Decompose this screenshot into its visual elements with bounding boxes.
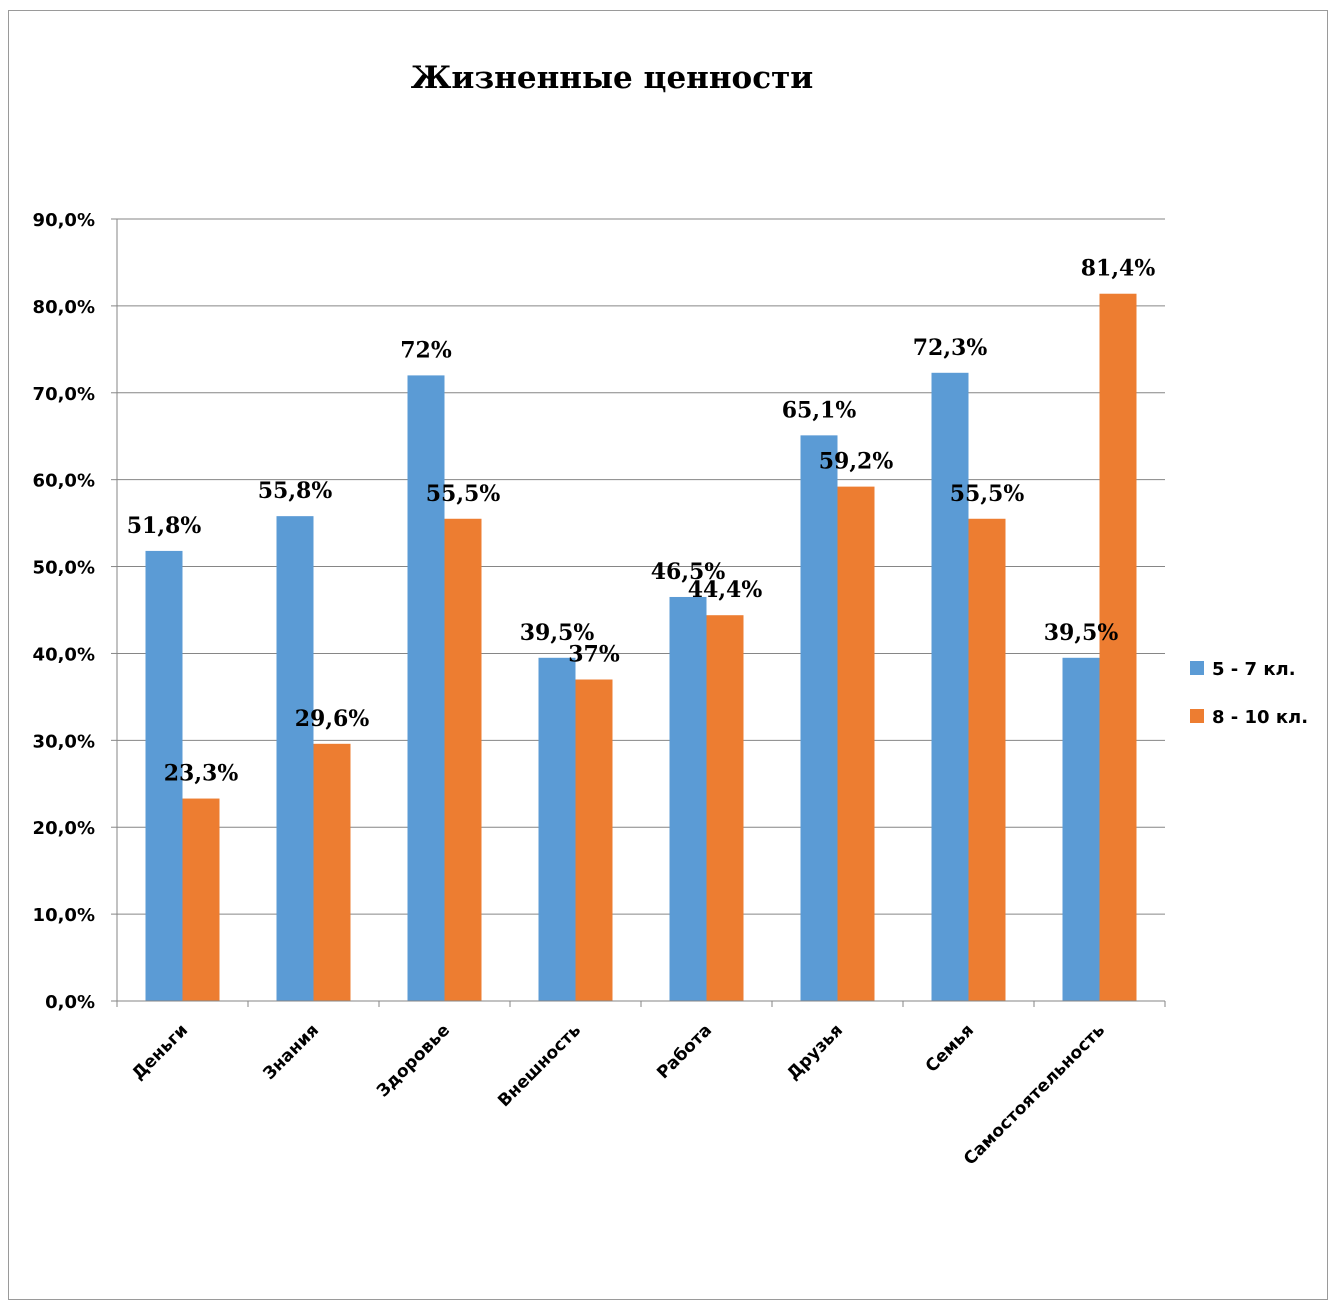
x-axis-categories: Деньги Знания Здоровье Внешность Работа Друзь…	[128, 1020, 1109, 1169]
bar	[407, 375, 445, 1001]
data-label: 51,8%	[127, 513, 202, 539]
data-labels: 51,8%23,3%55,8%29,6%72%55,5%39,5%37%46,5…	[127, 256, 1156, 787]
data-label: 65,1%	[782, 397, 857, 423]
y-axis-ticks: 0,0% 10,0% 20,0% 30,0% 40,0% 50,0% 60,0% 70,0% 8…	[33, 210, 117, 1013]
y-tick-label: 80,0%	[33, 297, 95, 318]
y-tick-label: 60,0%	[33, 471, 95, 492]
data-label: 72%	[400, 337, 452, 363]
bar	[313, 743, 351, 1001]
data-label: 46,5%	[651, 559, 726, 585]
data-label: 55,5%	[950, 481, 1025, 507]
x-category-label: Друзья	[783, 1020, 847, 1084]
data-label: 55,5%	[426, 481, 501, 507]
legend-label: 5 - 7 кл.	[1212, 659, 1296, 680]
y-tick-label: 70,0%	[33, 384, 95, 405]
data-label: 81,4%	[1081, 256, 1156, 282]
bar	[1099, 293, 1137, 1001]
chart-title: Жизненные ценности	[411, 60, 814, 96]
data-label: 39,5%	[1044, 620, 1119, 646]
y-tick-label: 40,0%	[33, 644, 95, 665]
gridlines	[117, 218, 1165, 915]
y-tick-label: 90,0%	[33, 210, 95, 231]
x-category-label: Работа	[653, 1020, 716, 1083]
bar	[931, 372, 969, 1001]
x-category-label: Самостоятельность	[960, 1020, 1109, 1169]
bar	[800, 435, 838, 1001]
data-label: 39,5%	[520, 620, 595, 646]
x-category-label: Деньги	[128, 1020, 192, 1084]
bar	[182, 798, 220, 1001]
bar	[968, 518, 1006, 1001]
y-tick-label: 30,0%	[33, 731, 95, 752]
data-label: 59,2%	[819, 449, 894, 475]
bar	[837, 486, 875, 1001]
legend-label: 8 - 10 кл.	[1212, 707, 1308, 728]
data-label: 72,3%	[913, 335, 988, 361]
x-category-label: Внешность	[494, 1020, 585, 1111]
bar	[706, 615, 744, 1001]
legend: 5 - 7 кл. 8 - 10 кл.	[1190, 659, 1308, 728]
y-tick-label: 10,0%	[33, 905, 95, 926]
data-label: 23,3%	[164, 761, 239, 787]
x-category-label: Знания	[259, 1020, 323, 1084]
data-label: 44,4%	[688, 577, 763, 603]
bars	[145, 293, 1137, 1001]
y-tick-label: 0,0%	[45, 992, 95, 1013]
data-label: 55,8%	[258, 478, 333, 504]
bar	[575, 679, 613, 1001]
bar	[444, 518, 482, 1001]
bar	[538, 657, 576, 1001]
legend-swatch	[1190, 661, 1204, 675]
x-category-label: Здоровье	[373, 1020, 454, 1101]
y-tick-label: 20,0%	[33, 818, 95, 839]
y-tick-label: 50,0%	[33, 558, 95, 579]
bar	[145, 550, 183, 1001]
bar	[1062, 657, 1100, 1001]
x-axis	[116, 219, 1166, 1007]
data-label: 29,6%	[295, 706, 370, 732]
x-category-label: Семья	[922, 1020, 978, 1076]
bar	[669, 596, 707, 1001]
bar	[276, 516, 314, 1001]
data-label: 37%	[568, 642, 620, 668]
legend-swatch	[1190, 709, 1204, 723]
